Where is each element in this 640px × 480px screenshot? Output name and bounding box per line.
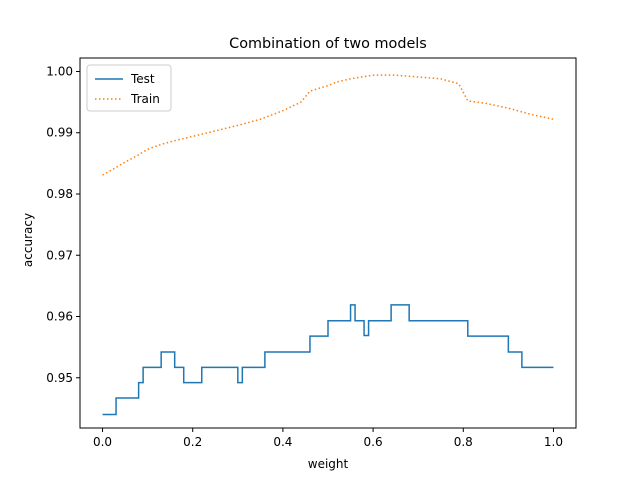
y-tick-label: 0.95 xyxy=(46,371,73,385)
x-axis-ticks: 0.0 0.2 0.4 0.6 0.8 1.0 xyxy=(93,428,563,449)
x-tick-label: 0.2 xyxy=(183,435,202,449)
y-axis-label: accuracy xyxy=(21,213,35,267)
y-axis-ticks: 0.95 0.96 0.97 0.98 0.99 1.00 xyxy=(46,64,80,385)
legend-label-test: Test xyxy=(130,72,155,86)
x-tick-label: 0.6 xyxy=(364,435,383,449)
y-tick-label: 0.98 xyxy=(46,187,73,201)
y-tick-label: 0.97 xyxy=(46,248,73,262)
series-layer xyxy=(102,74,554,416)
series-line-test xyxy=(102,304,554,416)
legend: Test Train xyxy=(86,64,172,112)
x-tick-label: 0.0 xyxy=(93,435,112,449)
series-line-train xyxy=(102,74,554,176)
x-tick-label: 1.0 xyxy=(544,435,563,449)
x-axis-label: weight xyxy=(308,457,349,471)
x-tick-label: 0.4 xyxy=(273,435,292,449)
y-tick-label: 0.99 xyxy=(46,126,73,140)
y-tick-label: 1.00 xyxy=(46,64,73,78)
legend-label-train: Train xyxy=(130,92,160,106)
plot-area xyxy=(80,58,576,428)
y-tick-label: 0.96 xyxy=(46,310,73,324)
axes-frame xyxy=(79,57,577,429)
axes-spines xyxy=(79,57,577,429)
x-tick-label: 0.8 xyxy=(454,435,473,449)
plot-background xyxy=(80,58,576,428)
chart-title: Combination of two models xyxy=(229,36,427,52)
